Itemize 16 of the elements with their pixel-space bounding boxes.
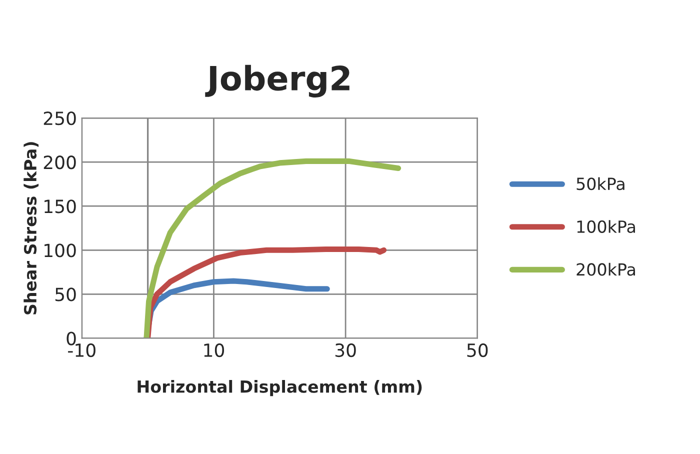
chart-title: Joberg2 — [205, 64, 350, 98]
y-tick-label: 50 — [55, 288, 76, 302]
legend-label: 100kPa — [577, 220, 635, 233]
x-tick-label: 10 — [204, 343, 224, 358]
y-tick-label: 150 — [44, 200, 76, 214]
x-tick-label: -10 — [68, 343, 96, 358]
legend-label: 50kPa — [576, 177, 624, 190]
y-tick-label: 0 — [66, 332, 76, 346]
x-tick-label: 30 — [335, 343, 356, 358]
y-tick-label: 200 — [44, 156, 76, 170]
x-axis-title: Horizontal Displacement (mm) — [138, 380, 422, 396]
y-axis-title: Shear Stress (kPa) — [24, 142, 39, 314]
x-tick-label: 50 — [467, 343, 488, 358]
y-tick-label: 100 — [44, 244, 76, 258]
legend-label: 200kPa — [576, 262, 635, 276]
y-tick-label: 250 — [44, 112, 76, 126]
